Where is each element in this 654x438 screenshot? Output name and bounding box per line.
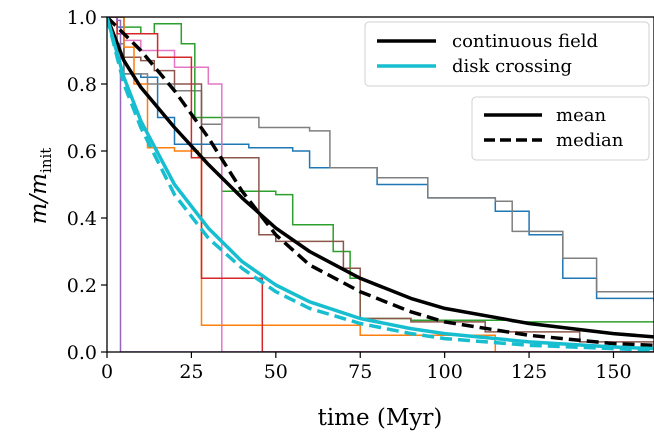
- x-tick-label-4: 100: [427, 361, 463, 383]
- y-tick-label-1: 0.2: [67, 275, 97, 297]
- plot-frame: [106, 16, 654, 353]
- y-tick-label-4: 0.8: [67, 74, 97, 96]
- x-tick-label-0: 0: [101, 361, 113, 383]
- curve-mean-2: [107, 17, 654, 351]
- legend-label-median: median: [556, 130, 624, 151]
- x-tick-label-2: 50: [264, 361, 288, 383]
- x-tick-label-1: 25: [179, 361, 203, 383]
- y-tick-label-5: 1.0: [67, 7, 97, 29]
- trace-1: [107, 17, 654, 296]
- y-tick-label-0: 0.0: [67, 342, 97, 364]
- svg-text:m/minit: m/minit: [26, 148, 55, 225]
- y-axis-label: m/minit: [26, 148, 55, 225]
- y-tick-label-3: 0.6: [67, 141, 97, 163]
- x-tick-label-5: 125: [511, 361, 547, 383]
- curve-median-1: [107, 17, 654, 348]
- curve-median-3: [107, 17, 654, 352]
- legend-label-mean: mean: [556, 105, 606, 126]
- legend-label-continuous: continuous field: [452, 31, 598, 52]
- thick-curves: [107, 17, 654, 352]
- x-tick-label-6: 150: [595, 361, 631, 383]
- legend-label-disk: disk crossing: [452, 56, 572, 77]
- axis-ticks: 0 25 50 75 100 125 150 0.0 0.2 0.4 0.6 0.8 1.0: [67, 7, 632, 383]
- legend-style: mean median: [471, 96, 650, 161]
- curve-mean-0: [107, 17, 654, 339]
- x-axis-label: time (Myr): [318, 405, 443, 431]
- trace-7: [107, 17, 654, 352]
- y-axis-label-main: m/m: [26, 173, 52, 224]
- legend-color-box: [364, 21, 650, 87]
- x-tick-label-3: 75: [348, 361, 372, 383]
- legend-style-box: [471, 96, 650, 161]
- legend-color: continuous field disk crossing: [364, 21, 650, 87]
- y-axis-label-sub: init: [37, 148, 55, 173]
- y-tick-label-2: 0.4: [67, 208, 97, 230]
